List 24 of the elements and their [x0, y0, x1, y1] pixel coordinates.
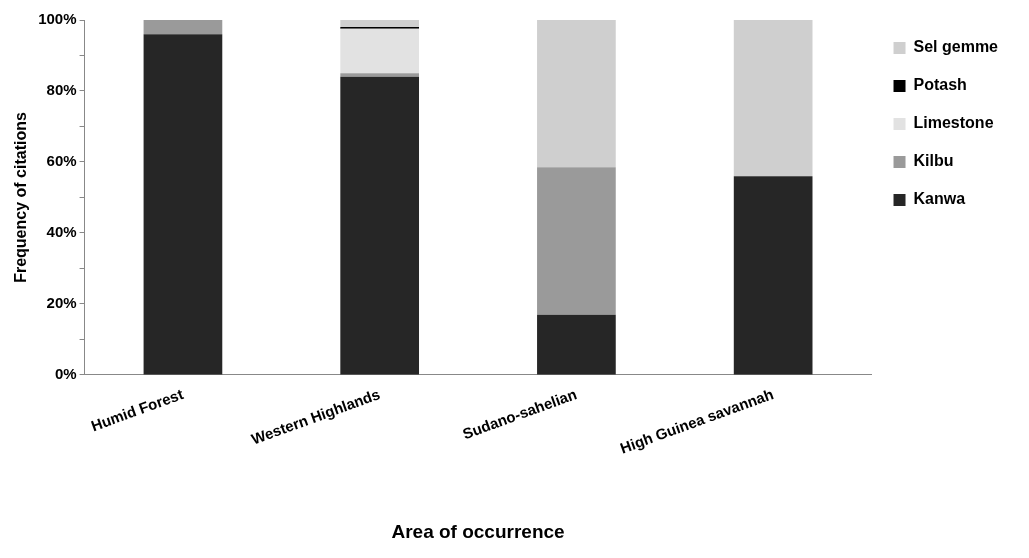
bar [537, 167, 616, 315]
legend-label: Kanwa [913, 190, 966, 208]
bar [340, 28, 420, 74]
bar [733, 20, 813, 177]
y-tick-label: 0% [54, 365, 77, 383]
legend-label: Kilbu [913, 152, 954, 170]
y-tick-label: 40% [46, 223, 77, 241]
legend-label: Sel gemme [913, 38, 999, 56]
y-tick-label: 100% [38, 10, 77, 28]
y-axis-title: Frequency of citations [12, 112, 30, 283]
bar [143, 20, 223, 35]
x-axis-title: Area of occurrence [391, 520, 565, 542]
bar [733, 176, 813, 375]
bar [143, 34, 223, 375]
legend-label: Potash [913, 76, 967, 94]
bar [340, 76, 420, 375]
y-tick-label: 60% [46, 152, 77, 170]
bar [340, 20, 420, 28]
y-tick-label: 80% [46, 81, 77, 99]
bar [537, 314, 616, 375]
bar [537, 20, 616, 168]
bar [340, 73, 420, 77]
y-tick-label: 20% [46, 294, 77, 312]
legend-label: Limestone [913, 114, 994, 132]
